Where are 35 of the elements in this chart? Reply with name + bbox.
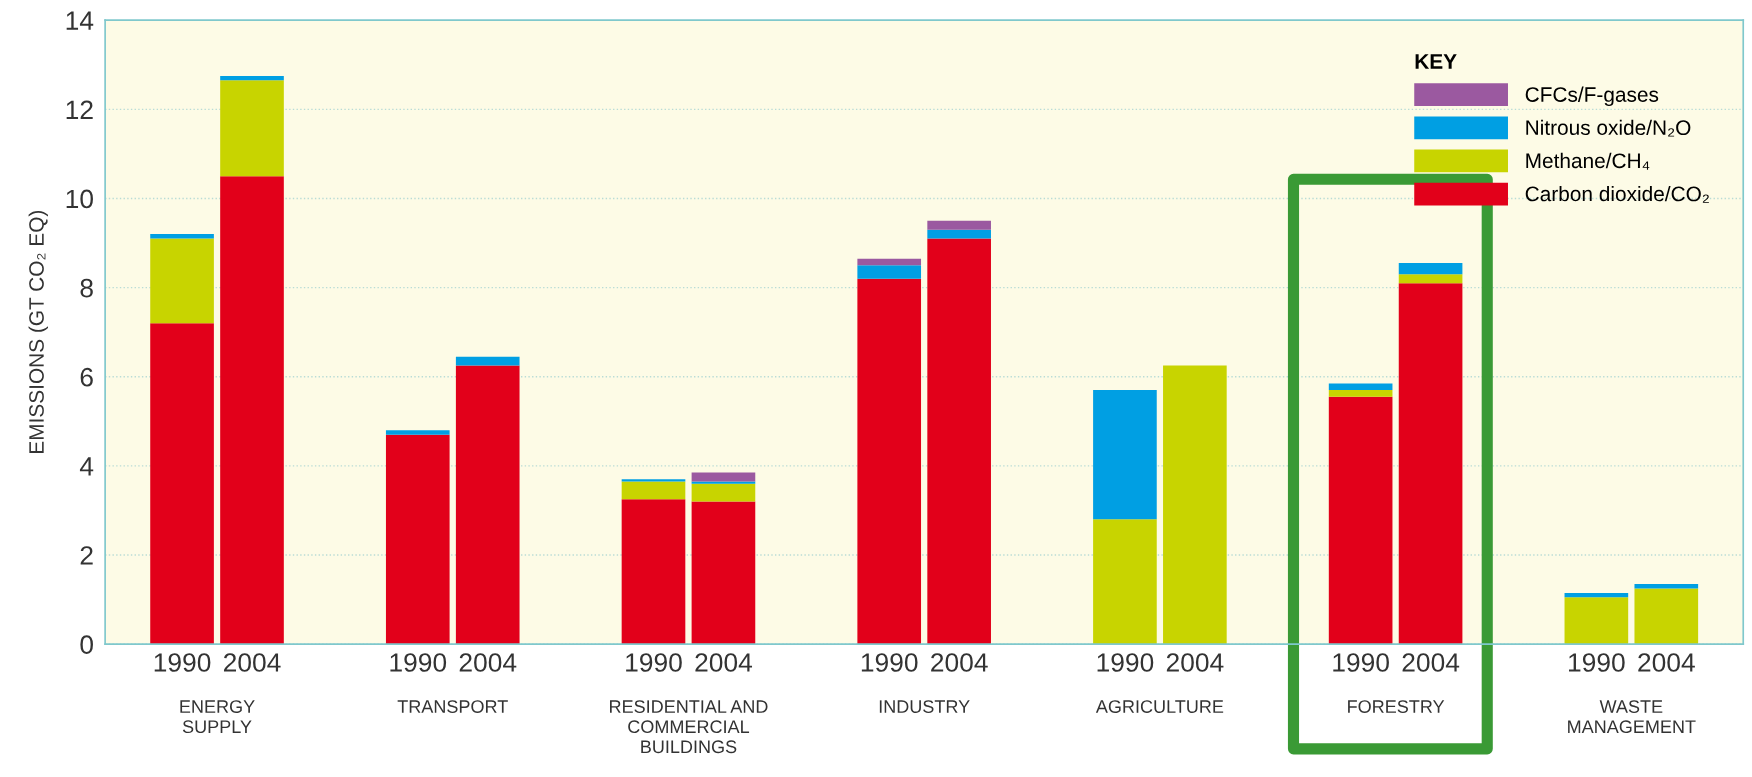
y-tick-label: 2 — [80, 546, 93, 565]
legend-label: Carbon dioxide/CO₂ — [1525, 185, 1709, 203]
y-tick-label: 14 — [66, 11, 94, 30]
y-tick-label: 4 — [79, 457, 94, 476]
x-tick-label: 1990 — [1569, 653, 1625, 672]
x-tick-label: 2004 — [695, 653, 753, 672]
text: AGRICULTURE — [1095, 700, 1224, 713]
x-tick-label: 1990 — [1097, 653, 1154, 672]
x-tick-label: 2004 — [931, 653, 988, 672]
x-tick-label: 2004 — [1402, 653, 1460, 672]
x-tick-label: 2004 — [459, 653, 517, 672]
x-tick-label: 1990 — [861, 653, 918, 672]
legend-label: Methane/CH₄ — [1526, 152, 1650, 170]
x-tick-label: 2004 — [1166, 653, 1224, 672]
x-tick-label: 1990 — [390, 653, 447, 672]
text: WASTE MANAGEMENT — [1568, 700, 1696, 734]
text: INDUSTRY — [879, 700, 970, 713]
text: TRANSPORT — [397, 700, 508, 713]
text: RESIDENTIAL AND COMMERCIAL BUILDINGS — [610, 700, 768, 754]
x-tick-label: 2004 — [223, 653, 281, 672]
legend-title: KEY — [1415, 54, 1457, 69]
y-axis-title: EMISSIONS (GT CO₂ EQ) — [28, 210, 48, 453]
x-tick-label: 2004 — [1638, 653, 1695, 672]
x-tick-label: 1990 — [626, 653, 682, 672]
x-tick-label: 1990 — [154, 653, 211, 672]
y-tick-label: 8 — [80, 278, 93, 298]
x-tick-label: 1990 — [1333, 653, 1389, 672]
y-tick-label: 10 — [66, 189, 93, 209]
text: FORESTRY — [1348, 700, 1445, 713]
text: ENERGY SUPPLY — [180, 700, 255, 734]
legend-label: Nitrous oxide/N₂O — [1526, 119, 1691, 137]
y-tick-label: 12 — [66, 100, 93, 119]
y-tick-label: 6 — [80, 367, 93, 387]
y-tick-label: 0 — [80, 635, 93, 654]
legend-label: CFCs/F-gases — [1525, 86, 1659, 107]
